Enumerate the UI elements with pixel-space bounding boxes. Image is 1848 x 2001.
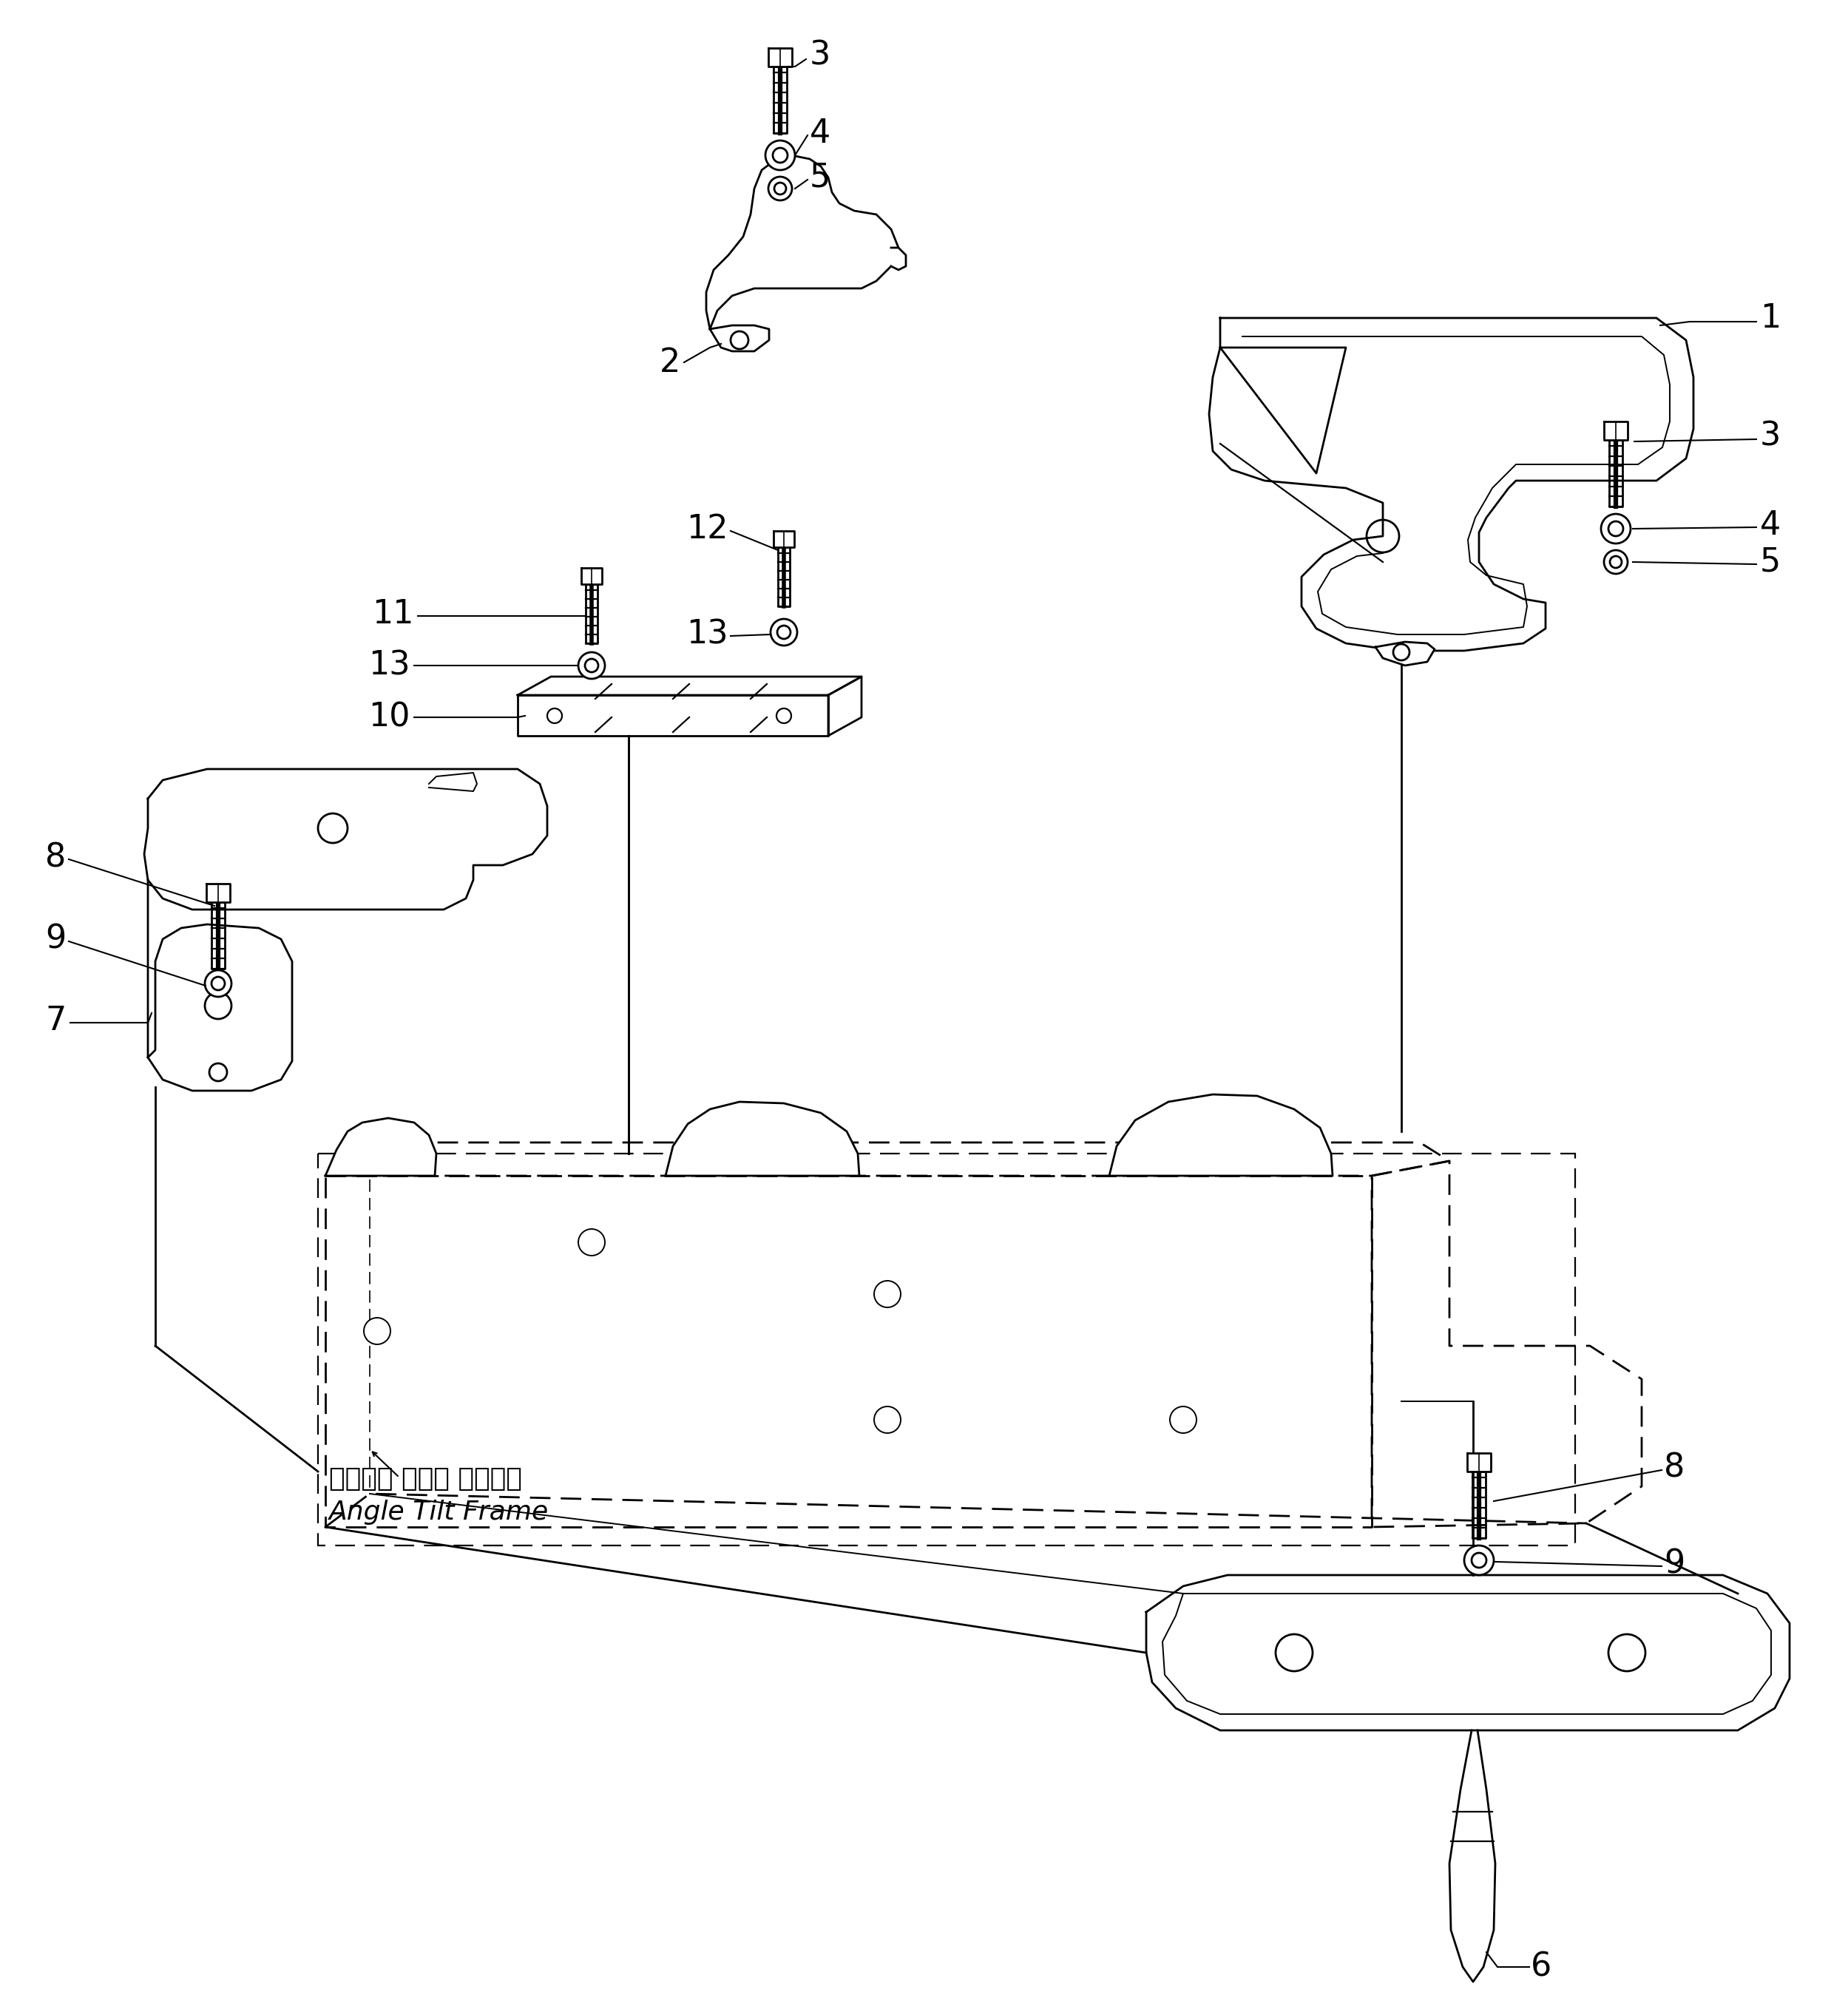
Polygon shape <box>665 1103 859 1177</box>
Text: Angle Tilt Frame: Angle Tilt Frame <box>329 1499 549 1525</box>
Polygon shape <box>325 1177 1371 1527</box>
Text: 4: 4 <box>1759 508 1781 540</box>
Text: アングル チルト フレーム: アングル チルト フレーム <box>329 1467 521 1491</box>
Text: 5: 5 <box>1759 546 1781 578</box>
Text: 7: 7 <box>44 1005 67 1037</box>
Text: 9: 9 <box>44 922 67 954</box>
Polygon shape <box>1449 1731 1495 1981</box>
Polygon shape <box>580 568 602 584</box>
Circle shape <box>771 618 796 646</box>
Text: 6: 6 <box>1530 1951 1552 1983</box>
Circle shape <box>1604 550 1628 574</box>
Polygon shape <box>1209 318 1693 650</box>
Text: 8: 8 <box>44 842 67 874</box>
Polygon shape <box>429 772 477 790</box>
Polygon shape <box>828 676 861 736</box>
Polygon shape <box>325 1143 1449 1177</box>
Text: 3: 3 <box>1759 420 1781 452</box>
Text: 8: 8 <box>1663 1453 1685 1485</box>
Circle shape <box>547 708 562 722</box>
Text: 9: 9 <box>1663 1549 1685 1581</box>
Text: 2: 2 <box>660 346 680 378</box>
Circle shape <box>776 708 791 722</box>
Polygon shape <box>1375 642 1434 666</box>
Polygon shape <box>1109 1095 1332 1177</box>
Text: 12: 12 <box>686 512 728 544</box>
Circle shape <box>874 1407 900 1433</box>
Polygon shape <box>1604 422 1628 440</box>
Text: 5: 5 <box>809 162 830 194</box>
Polygon shape <box>1371 1161 1641 1527</box>
Text: 4: 4 <box>809 118 830 148</box>
Circle shape <box>578 1229 604 1255</box>
Polygon shape <box>144 768 547 910</box>
Polygon shape <box>706 156 898 328</box>
Polygon shape <box>710 326 769 352</box>
Circle shape <box>205 970 231 996</box>
Polygon shape <box>1146 1575 1789 1731</box>
Text: 10: 10 <box>368 702 410 732</box>
Circle shape <box>1600 514 1630 544</box>
Circle shape <box>1170 1407 1196 1433</box>
Polygon shape <box>148 880 292 1091</box>
Polygon shape <box>769 48 793 66</box>
Polygon shape <box>772 530 795 546</box>
Polygon shape <box>891 248 906 270</box>
Text: 11: 11 <box>371 598 414 630</box>
Text: 1: 1 <box>1759 302 1781 334</box>
Polygon shape <box>1467 1453 1491 1471</box>
Circle shape <box>1464 1545 1493 1575</box>
Text: 3: 3 <box>809 40 832 72</box>
Polygon shape <box>517 676 861 694</box>
Circle shape <box>364 1319 390 1345</box>
Text: 13: 13 <box>686 618 728 650</box>
Circle shape <box>765 140 795 170</box>
Polygon shape <box>517 694 828 736</box>
Circle shape <box>578 652 604 678</box>
Polygon shape <box>325 1119 436 1177</box>
Polygon shape <box>207 884 231 902</box>
Circle shape <box>769 176 793 200</box>
Circle shape <box>874 1281 900 1307</box>
Text: 13: 13 <box>368 650 410 682</box>
Polygon shape <box>1220 348 1345 474</box>
